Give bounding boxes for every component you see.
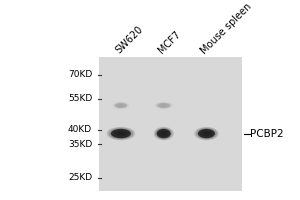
Ellipse shape: [156, 102, 172, 109]
Ellipse shape: [116, 103, 126, 108]
Text: PCBP2: PCBP2: [250, 129, 284, 139]
Ellipse shape: [118, 132, 124, 135]
Ellipse shape: [117, 104, 125, 107]
Ellipse shape: [114, 130, 128, 137]
Ellipse shape: [163, 133, 165, 134]
Ellipse shape: [155, 128, 172, 139]
Bar: [100, 57, 242, 191]
Ellipse shape: [159, 104, 168, 107]
Ellipse shape: [198, 129, 215, 138]
Ellipse shape: [119, 133, 122, 134]
Ellipse shape: [202, 131, 211, 136]
Ellipse shape: [163, 105, 165, 106]
Ellipse shape: [160, 104, 167, 107]
Text: 35KD: 35KD: [68, 140, 92, 149]
Ellipse shape: [154, 102, 173, 109]
Ellipse shape: [116, 131, 126, 136]
Ellipse shape: [205, 133, 208, 134]
Ellipse shape: [197, 129, 215, 139]
Ellipse shape: [194, 127, 219, 140]
Ellipse shape: [112, 129, 130, 138]
Ellipse shape: [157, 103, 171, 108]
Ellipse shape: [111, 129, 131, 138]
Ellipse shape: [115, 103, 127, 108]
Ellipse shape: [157, 103, 170, 108]
Ellipse shape: [112, 102, 129, 109]
Ellipse shape: [162, 105, 166, 106]
Ellipse shape: [199, 129, 214, 138]
Text: 70KD: 70KD: [68, 70, 92, 79]
Ellipse shape: [161, 132, 166, 135]
Ellipse shape: [108, 128, 133, 139]
Text: SW620: SW620: [114, 25, 145, 56]
Text: MCF7: MCF7: [157, 30, 183, 56]
Ellipse shape: [115, 103, 127, 108]
Ellipse shape: [158, 129, 170, 138]
Ellipse shape: [157, 129, 171, 138]
Text: 40KD: 40KD: [68, 125, 92, 134]
Ellipse shape: [158, 103, 169, 108]
Ellipse shape: [196, 128, 217, 139]
Ellipse shape: [120, 105, 122, 106]
Ellipse shape: [160, 131, 167, 136]
Ellipse shape: [110, 129, 131, 139]
Ellipse shape: [106, 127, 135, 140]
Ellipse shape: [156, 129, 171, 139]
Ellipse shape: [118, 104, 124, 107]
Text: 55KD: 55KD: [68, 94, 92, 103]
Ellipse shape: [113, 102, 128, 109]
Ellipse shape: [154, 127, 174, 140]
Ellipse shape: [159, 130, 169, 137]
Ellipse shape: [204, 132, 209, 135]
Ellipse shape: [201, 130, 212, 137]
Text: Mouse spleen: Mouse spleen: [200, 1, 254, 56]
Ellipse shape: [119, 105, 123, 106]
Text: 25KD: 25KD: [68, 173, 92, 182]
